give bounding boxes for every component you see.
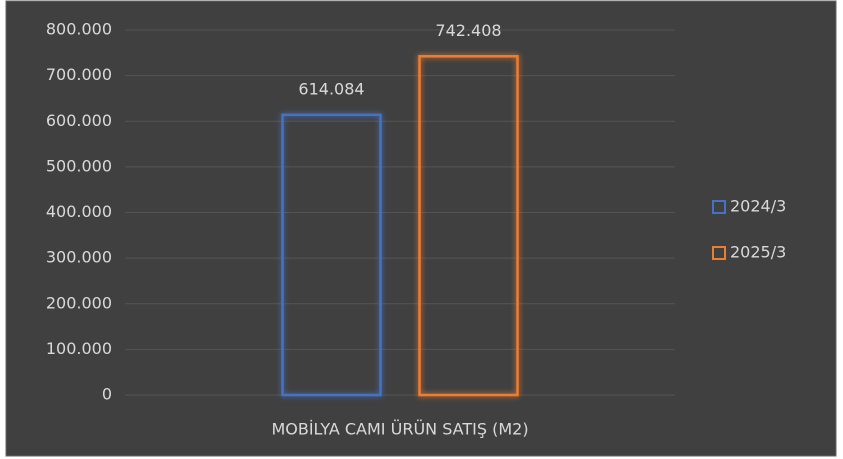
value-label: 614.084 bbox=[298, 79, 364, 98]
bar bbox=[418, 55, 519, 397]
y-tick-label: 400.000 bbox=[46, 202, 112, 221]
y-tick-label: 800.000 bbox=[46, 20, 112, 39]
legend-swatch bbox=[712, 246, 726, 260]
y-tick-label: 700.000 bbox=[46, 65, 112, 84]
legend-label: 2024/3 bbox=[730, 197, 786, 216]
y-tick-label: 0 bbox=[102, 385, 112, 404]
legend-label: 2025/3 bbox=[730, 243, 786, 262]
bar bbox=[281, 113, 382, 397]
y-tick-label: 300.000 bbox=[46, 248, 112, 267]
x-tick-label: MOBİLYA CAMI ÜRÜN SATIŞ (M2) bbox=[271, 420, 528, 439]
y-tick-label: 500.000 bbox=[46, 156, 112, 175]
value-label: 742.408 bbox=[435, 21, 501, 40]
y-tick-label: 600.000 bbox=[46, 111, 112, 130]
y-tick-label: 200.000 bbox=[46, 293, 112, 312]
chart-background bbox=[5, 0, 837, 457]
y-tick-label: 100.000 bbox=[46, 339, 112, 358]
legend-swatch bbox=[712, 200, 726, 214]
